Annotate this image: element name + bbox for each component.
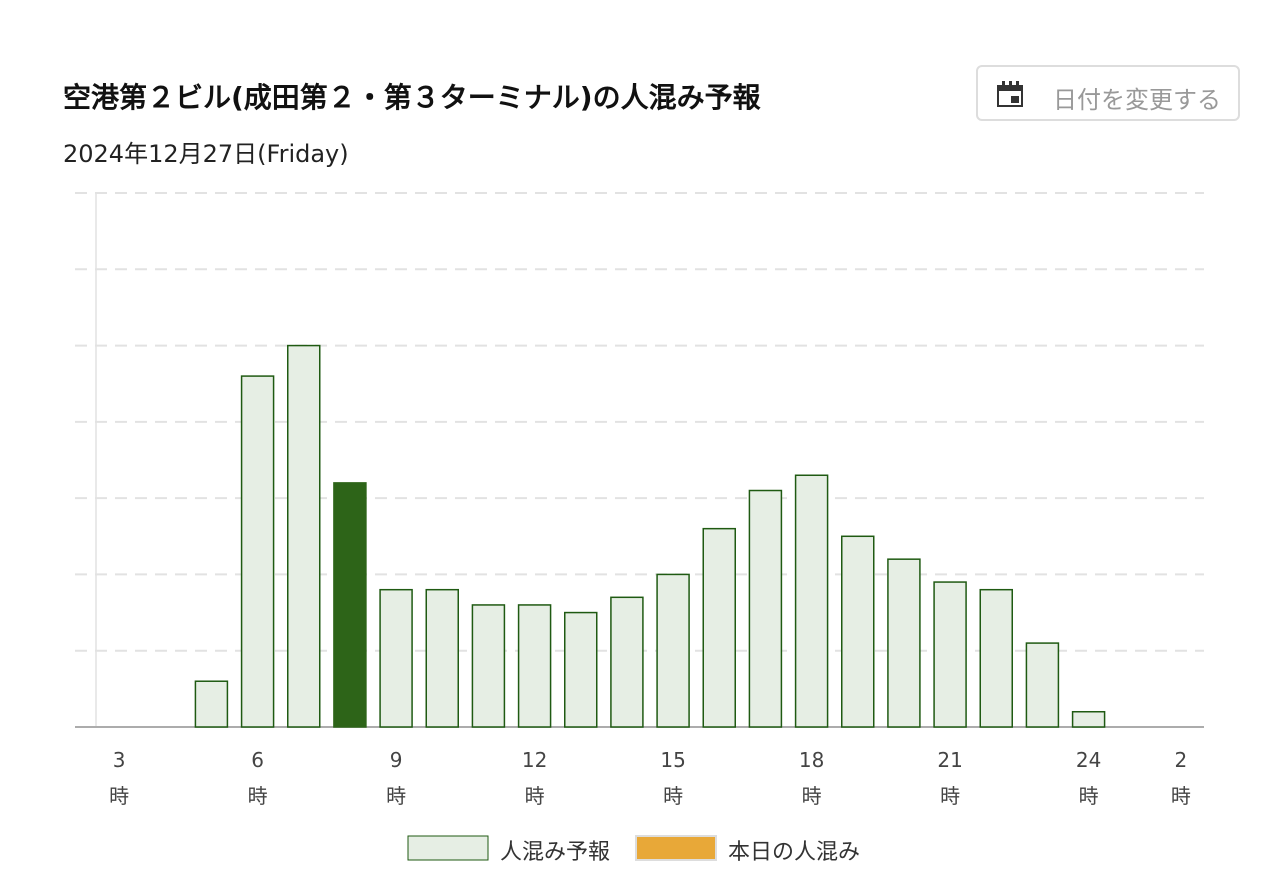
bar xyxy=(979,588,1013,728)
bar xyxy=(1071,710,1106,728)
calendar-icon xyxy=(997,81,1023,107)
legend-label: 本日の人混み xyxy=(728,840,861,865)
bar xyxy=(517,604,552,728)
bar xyxy=(610,596,644,728)
x-tick-label: 6 時 xyxy=(247,748,268,808)
bar xyxy=(933,581,967,728)
legend-label: 人混み予報 xyxy=(500,840,611,865)
bar xyxy=(287,344,321,728)
bar xyxy=(471,604,506,728)
legend-swatch xyxy=(407,835,489,861)
x-tick-label: 2 時 xyxy=(1170,748,1191,808)
bar xyxy=(748,489,783,728)
bar xyxy=(333,482,367,728)
x-tick-label: 18 時 xyxy=(798,748,825,808)
chart-title: 空港第２ビル(成田第２・第３ターミナル)の人混み予報 xyxy=(63,81,761,114)
bar xyxy=(379,588,413,728)
chart-subtitle: 2024年12月27日(Friday) xyxy=(63,140,349,168)
legend-swatch xyxy=(635,835,717,861)
x-tick-label: 9 時 xyxy=(386,748,407,808)
x-tick-label: 15 時 xyxy=(660,748,686,808)
bar xyxy=(887,558,921,728)
bar xyxy=(240,375,275,728)
x-tick-label: 12 時 xyxy=(521,748,548,808)
bar xyxy=(794,474,829,728)
button-label[interactable]: 日付を変更する xyxy=(1053,86,1221,114)
x-tick-label: 24 時 xyxy=(1075,748,1102,808)
change-date-button[interactable]: 日付を変更する xyxy=(976,65,1240,121)
bar xyxy=(425,588,459,728)
x-tick-label: 3 時 xyxy=(109,748,130,808)
bar xyxy=(564,611,598,728)
x-tick-label: 21 時 xyxy=(937,748,963,808)
bar xyxy=(656,573,690,728)
bar xyxy=(194,680,229,728)
bar xyxy=(1025,642,1060,728)
bar xyxy=(841,535,875,728)
bar xyxy=(702,527,736,728)
